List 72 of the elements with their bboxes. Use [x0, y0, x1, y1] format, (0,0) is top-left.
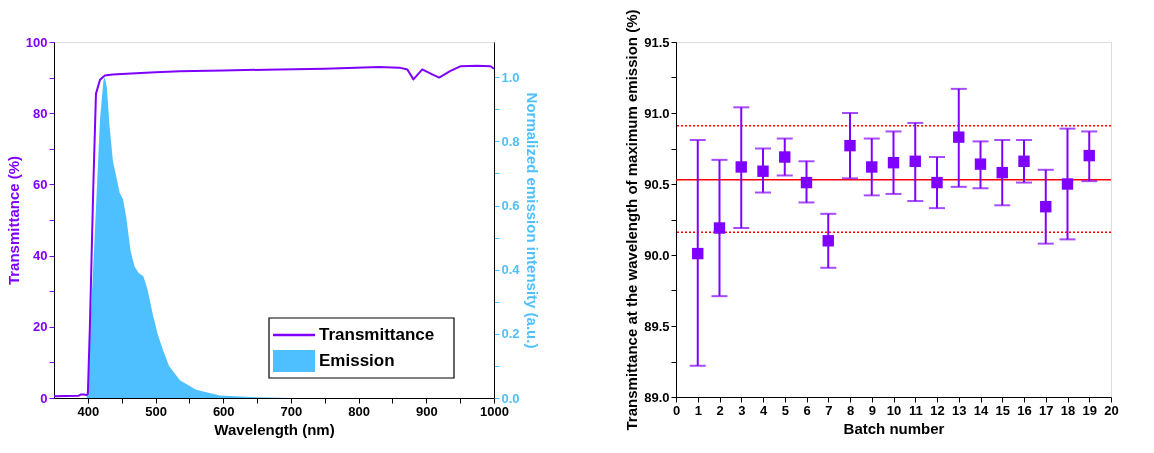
- legend-label: Emission: [319, 351, 395, 370]
- x-tick-label: 16: [1017, 402, 1032, 418]
- y-tick-label: 40: [33, 248, 48, 264]
- y2-tick-label: 0.0: [501, 390, 520, 406]
- point: [866, 161, 878, 173]
- point: [1083, 149, 1095, 162]
- point: [909, 155, 921, 167]
- x-axis-title: Batch number: [843, 419, 945, 437]
- y-tick-label: 60: [33, 176, 48, 192]
- x-tick-label: 400: [77, 403, 100, 419]
- y2-axis-title: Normalized emission intensity (a.u.): [523, 92, 541, 349]
- x-tick-label: 13: [952, 402, 967, 418]
- x-tick-label: 900: [415, 403, 438, 419]
- x-tick-label: 1000: [480, 403, 509, 419]
- y-tick-label: 0: [40, 390, 48, 406]
- x-tick-label: 19: [1082, 402, 1097, 418]
- x-tick-label: 2: [716, 402, 724, 418]
- y-tick-label: 89.5: [644, 318, 670, 334]
- x-axis-title: Wavelength (nm): [214, 420, 335, 438]
- point: [735, 161, 747, 173]
- point: [779, 151, 791, 163]
- point: [931, 176, 943, 189]
- point: [757, 165, 769, 177]
- x-tick-label: 7: [825, 402, 833, 418]
- x-tick-label: 4: [759, 402, 768, 418]
- point: [822, 235, 834, 247]
- y2-tick-label: 0.8: [501, 133, 520, 149]
- y2-tick-label: 0.6: [501, 198, 520, 214]
- point: [996, 166, 1008, 179]
- point: [953, 131, 965, 143]
- x-tick-label: 6: [803, 402, 811, 418]
- x-tick-label: 800: [348, 403, 370, 419]
- x-tick-label: 9: [868, 402, 876, 418]
- y-tick-label: 91.0: [644, 105, 670, 121]
- y2-tick-label: 0.2: [501, 326, 520, 342]
- y-tick-label: 80: [33, 105, 48, 121]
- y-tick-label: 90.0: [644, 247, 670, 263]
- point: [692, 247, 704, 260]
- point: [974, 158, 987, 170]
- x-tick-label: 17: [1039, 402, 1054, 418]
- x-tick-label: 1: [694, 402, 702, 418]
- point: [1040, 201, 1052, 213]
- point: [844, 139, 856, 152]
- x-tick-label: 8: [846, 402, 855, 418]
- y-tick-label: 20: [33, 319, 48, 335]
- x-tick-label: 11: [908, 402, 923, 418]
- y-tick-label: 89.0: [644, 389, 670, 405]
- point: [887, 157, 900, 169]
- x-tick-label: 18: [1060, 402, 1076, 418]
- y-axis-title: Transmittance (%): [4, 155, 22, 286]
- y-tick-label: 90.5: [644, 176, 670, 192]
- x-tick-label: 12: [930, 402, 945, 418]
- y-axis-title: Transmittance at the wavelength of maximum emission (%): [623, 9, 641, 431]
- x-tick-label: 20: [1104, 402, 1119, 418]
- x-tick-label: 14: [973, 402, 989, 418]
- point: [713, 222, 726, 234]
- legend-label: Transmittance: [319, 325, 435, 344]
- y2-tick-label: 1.0: [501, 69, 520, 85]
- point: [1018, 155, 1030, 167]
- x-tick-label: 500: [145, 403, 167, 419]
- y-tick-label: 91.5: [644, 34, 670, 50]
- point: [1061, 178, 1074, 190]
- y2-tick-label: 0.4: [501, 262, 521, 278]
- x-tick-label: 600: [212, 403, 235, 419]
- x-tick-label: 0: [672, 402, 681, 418]
- point: [800, 176, 813, 189]
- x-tick-label: 5: [781, 402, 789, 418]
- x-tick-label: 700: [280, 403, 303, 419]
- x-tick-label: 15: [995, 402, 1010, 418]
- x-tick-label: 3: [738, 402, 746, 418]
- y-tick-label: 100: [25, 34, 48, 50]
- x-tick-label: 10: [886, 402, 902, 418]
